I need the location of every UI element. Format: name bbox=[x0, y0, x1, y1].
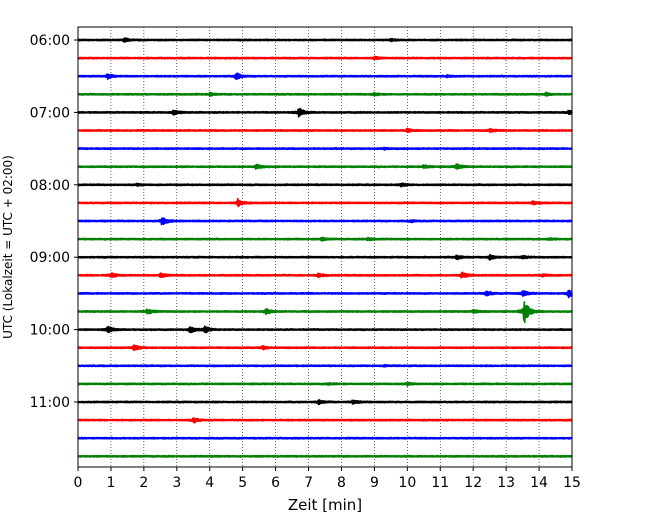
y-axis-label: UTC (Lokalzeit = UTC + 02:00) bbox=[1, 155, 15, 339]
x-tick-label: 10 bbox=[398, 475, 416, 491]
y-tick-label: 08:00 bbox=[30, 178, 70, 194]
y-tick-label: 07:00 bbox=[30, 105, 70, 121]
trace-0815 bbox=[77, 197, 573, 208]
trace-1100 bbox=[77, 398, 573, 406]
x-axis-label: Zeit [min] bbox=[288, 496, 362, 514]
trace-0730 bbox=[77, 146, 573, 151]
trace-0745 bbox=[77, 163, 573, 171]
x-tick-label: 6 bbox=[271, 475, 280, 491]
x-tick-label: 0 bbox=[74, 475, 83, 491]
trace-1045 bbox=[77, 381, 573, 387]
trace-0930 bbox=[77, 289, 573, 299]
x-tick-label: 14 bbox=[530, 475, 548, 491]
trace-1030 bbox=[77, 363, 573, 368]
x-tick-label: 4 bbox=[205, 475, 214, 491]
trace-1000 bbox=[77, 325, 573, 334]
x-tick-label: 3 bbox=[172, 475, 181, 491]
x-tick-label: 9 bbox=[370, 475, 379, 491]
trace-0900 bbox=[77, 253, 573, 261]
x-tick-label: 7 bbox=[304, 475, 313, 491]
trace-1145 bbox=[77, 454, 573, 458]
y-tick-label: 11:00 bbox=[30, 395, 70, 411]
trace-0645 bbox=[77, 91, 573, 97]
trace-1130 bbox=[77, 436, 573, 440]
trace-1115 bbox=[77, 417, 573, 424]
y-tick-label: 09:00 bbox=[30, 250, 70, 266]
x-tick-label: 1 bbox=[106, 475, 115, 491]
x-tick-label: 2 bbox=[139, 475, 148, 491]
x-tick-label: 15 bbox=[563, 475, 581, 491]
plot-frame bbox=[77, 26, 573, 468]
x-tick-label: 11 bbox=[431, 475, 449, 491]
trace-0915 bbox=[77, 271, 573, 279]
seismic-traces bbox=[77, 37, 573, 458]
y-tick-label: 06:00 bbox=[30, 33, 70, 49]
trace-0700 bbox=[77, 107, 573, 118]
grid-lines bbox=[110, 27, 540, 467]
trace-0945 bbox=[77, 301, 573, 324]
trace-0615 bbox=[77, 55, 573, 61]
y-tick-label: 10:00 bbox=[30, 323, 70, 339]
y-axis: 06:00 07:00 08:00 09:00 10:00 11:00 bbox=[30, 33, 78, 411]
x-axis: 0 1 2 3 4 5 6 7 8 9 10 11 12 13 14 15 bbox=[74, 467, 581, 491]
trace-0715 bbox=[77, 127, 573, 134]
trace-0800 bbox=[77, 182, 573, 188]
trace-0830 bbox=[77, 217, 573, 226]
x-tick-label: 5 bbox=[238, 475, 247, 491]
trace-1015 bbox=[77, 344, 573, 352]
x-tick-label: 8 bbox=[337, 475, 346, 491]
trace-0600 bbox=[77, 37, 573, 43]
x-tick-label: 13 bbox=[497, 475, 515, 491]
trace-0845 bbox=[77, 236, 573, 242]
x-tick-label: 12 bbox=[464, 475, 482, 491]
trace-0630 bbox=[77, 72, 573, 81]
